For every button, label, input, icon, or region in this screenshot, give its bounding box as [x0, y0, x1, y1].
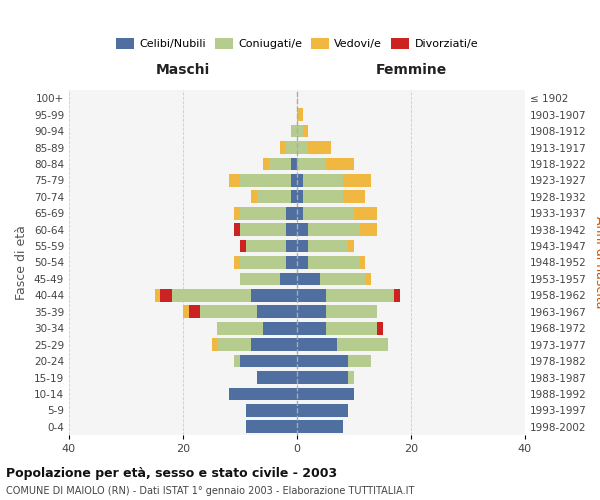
Bar	[297, 141, 308, 154]
Bar	[280, 272, 297, 285]
Bar	[297, 338, 337, 351]
Text: Popolazione per età, sesso e stato civile - 2003: Popolazione per età, sesso e stato civil…	[6, 468, 337, 480]
Bar	[160, 289, 172, 302]
Bar	[235, 207, 240, 220]
Bar	[217, 338, 251, 351]
Bar	[348, 354, 371, 368]
Bar	[308, 223, 360, 236]
Bar	[269, 158, 292, 170]
Bar	[240, 174, 292, 187]
Bar	[280, 141, 286, 154]
Bar	[251, 289, 297, 302]
Bar	[308, 240, 348, 252]
Bar	[297, 240, 308, 252]
Bar	[292, 174, 297, 187]
Bar	[297, 322, 325, 334]
Bar	[263, 322, 297, 334]
Text: Maschi: Maschi	[156, 63, 210, 77]
Bar	[394, 289, 400, 302]
Bar	[240, 223, 286, 236]
Bar	[348, 371, 354, 384]
Bar	[212, 338, 217, 351]
Bar	[343, 174, 371, 187]
Y-axis label: Fasce di età: Fasce di età	[16, 225, 28, 300]
Bar	[286, 223, 297, 236]
Bar	[297, 174, 303, 187]
Bar	[263, 158, 269, 170]
Bar	[297, 158, 325, 170]
Bar	[303, 174, 343, 187]
Bar	[188, 306, 200, 318]
Bar	[229, 174, 240, 187]
Bar	[240, 240, 246, 252]
Bar	[286, 207, 297, 220]
Bar	[297, 108, 303, 121]
Bar	[251, 338, 297, 351]
Bar	[240, 354, 297, 368]
Bar	[297, 354, 348, 368]
Bar	[297, 223, 308, 236]
Bar	[292, 158, 297, 170]
Bar	[235, 256, 240, 269]
Bar	[377, 322, 383, 334]
Y-axis label: Anni di nascita: Anni di nascita	[593, 216, 600, 308]
Bar	[240, 272, 280, 285]
Bar	[325, 289, 394, 302]
Bar	[217, 322, 263, 334]
Bar	[297, 190, 303, 203]
Bar	[257, 190, 292, 203]
Bar	[200, 306, 257, 318]
Bar	[246, 240, 286, 252]
Bar	[297, 420, 343, 433]
Bar	[246, 404, 297, 417]
Bar	[348, 240, 354, 252]
Bar	[297, 124, 303, 138]
Bar	[183, 306, 188, 318]
Bar	[365, 272, 371, 285]
Legend: Celibi/Nubili, Coniugati/e, Vedovi/e, Divorziati/e: Celibi/Nubili, Coniugati/e, Vedovi/e, Di…	[112, 34, 482, 54]
Bar	[325, 322, 377, 334]
Bar	[235, 354, 240, 368]
Bar	[360, 256, 365, 269]
Bar	[257, 306, 297, 318]
Bar	[297, 388, 354, 400]
Bar	[286, 240, 297, 252]
Bar	[240, 207, 286, 220]
Bar	[286, 256, 297, 269]
Bar	[325, 306, 377, 318]
Bar	[292, 190, 297, 203]
Bar	[155, 289, 160, 302]
Bar	[343, 190, 365, 203]
Bar	[297, 207, 303, 220]
Bar	[292, 124, 297, 138]
Bar	[297, 256, 308, 269]
Bar	[286, 141, 297, 154]
Bar	[297, 289, 325, 302]
Bar	[337, 338, 388, 351]
Text: Femmine: Femmine	[376, 63, 446, 77]
Bar	[246, 420, 297, 433]
Bar	[297, 306, 325, 318]
Bar	[240, 256, 286, 269]
Bar	[297, 404, 348, 417]
Bar	[297, 371, 348, 384]
Bar	[235, 223, 240, 236]
Bar	[303, 124, 308, 138]
Text: COMUNE DI MAIOLO (RN) - Dati ISTAT 1° gennaio 2003 - Elaborazione TUTTITALIA.IT: COMUNE DI MAIOLO (RN) - Dati ISTAT 1° ge…	[6, 486, 415, 496]
Bar	[229, 388, 297, 400]
Bar	[308, 141, 331, 154]
Bar	[257, 371, 297, 384]
Bar	[320, 272, 365, 285]
Bar	[360, 223, 377, 236]
Bar	[303, 190, 343, 203]
Bar	[325, 158, 354, 170]
Bar	[354, 207, 377, 220]
Bar	[251, 190, 257, 203]
Bar	[308, 256, 360, 269]
Bar	[172, 289, 251, 302]
Bar	[297, 272, 320, 285]
Bar	[303, 207, 354, 220]
